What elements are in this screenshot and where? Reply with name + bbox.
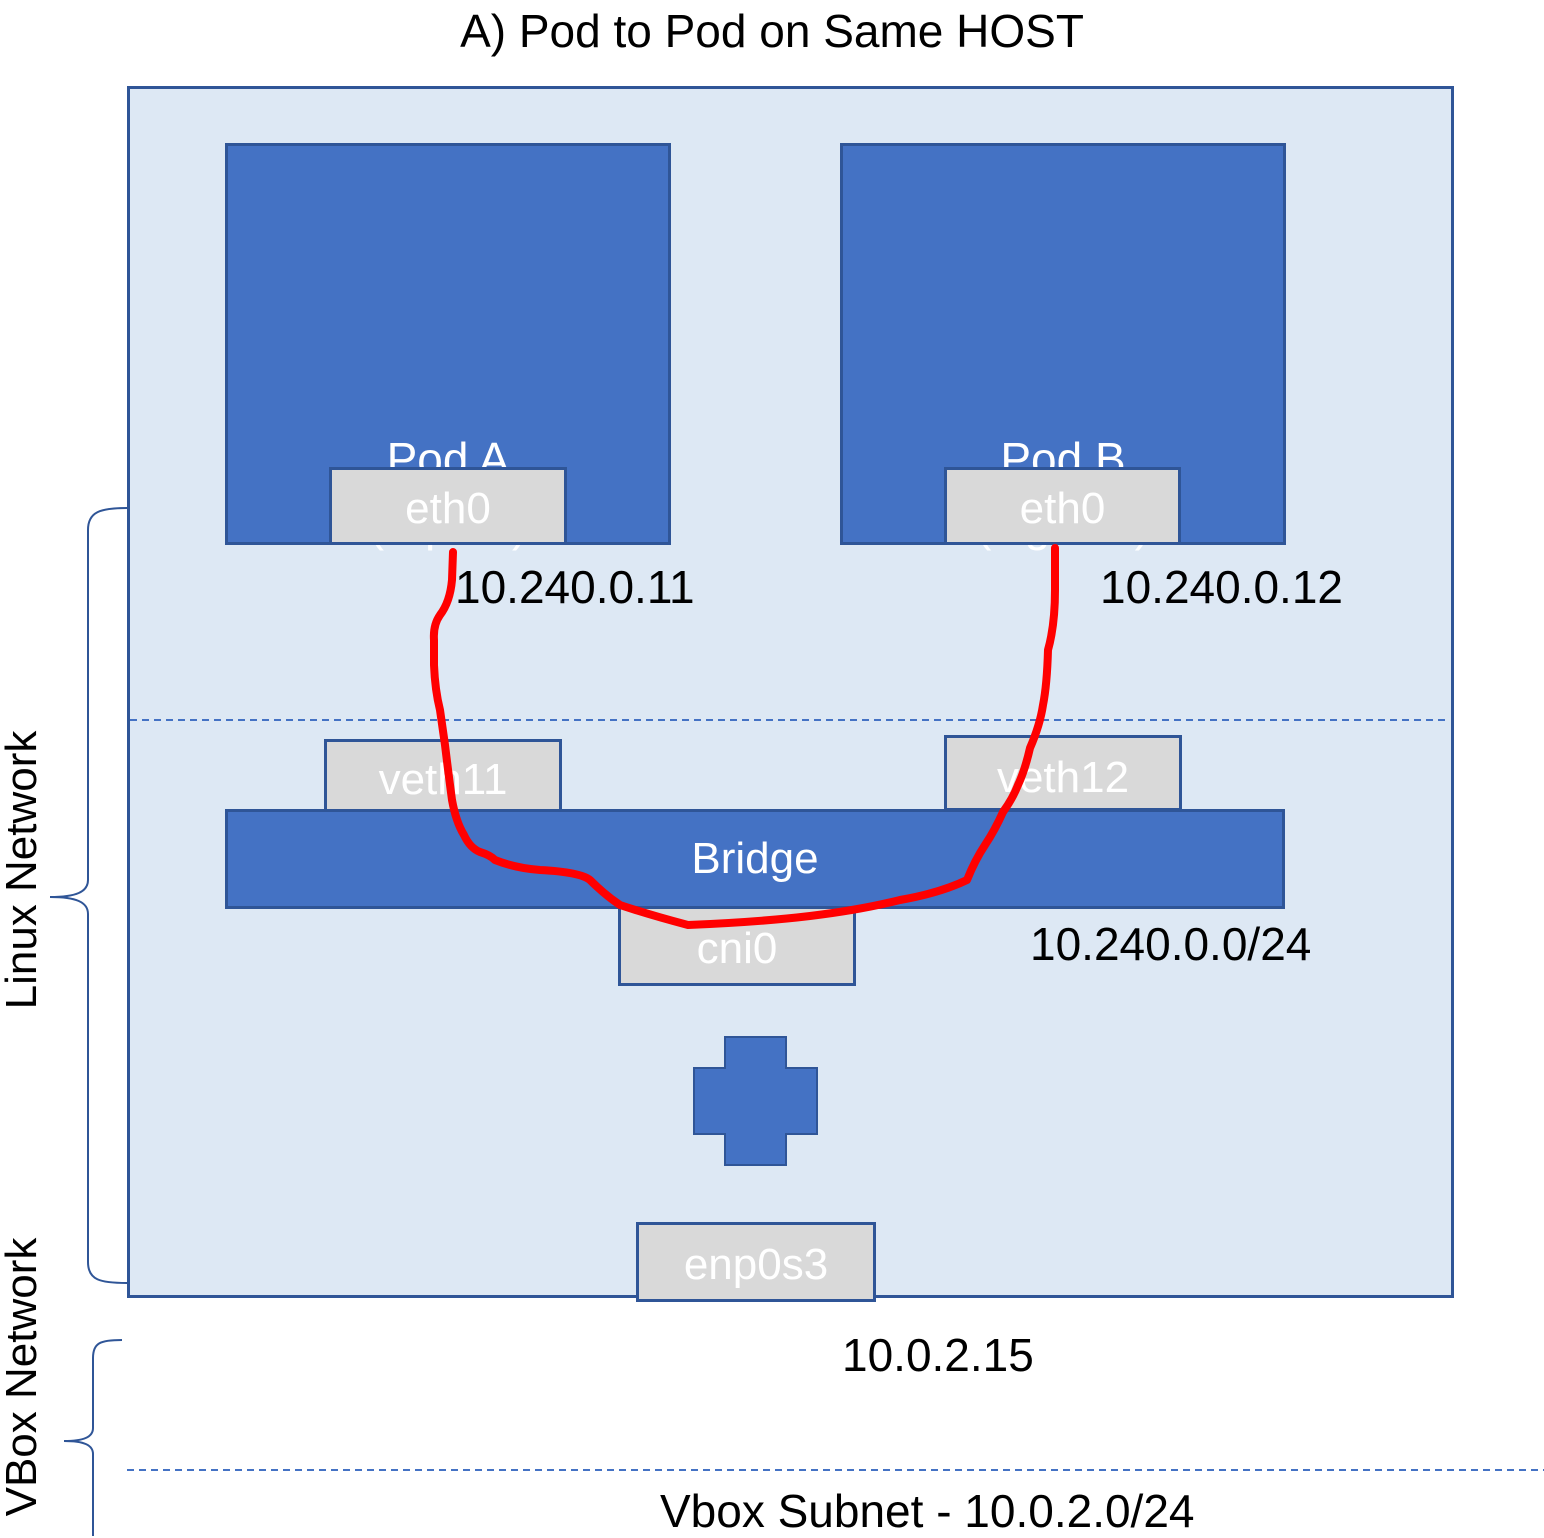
bridge-subnet: 10.240.0.0/24 (1030, 918, 1312, 970)
linux-network-brace (49, 507, 128, 1284)
vbox-network-brace (63, 1339, 123, 1536)
pod-a-ip: 10.240.0.11 (455, 561, 695, 613)
linux-network-label: Linux Network (0, 730, 46, 1010)
host-ip: 10.0.2.15 (842, 1329, 1034, 1381)
pod-b-eth0: eth0 (944, 467, 1181, 545)
pod-b-ip: 10.240.0.12 (1100, 561, 1344, 613)
pod-a-eth0: eth0 (329, 467, 567, 545)
diagram-title: A) Pod to Pod on Same HOST (460, 5, 1084, 57)
enp0s3-interface: enp0s3 (636, 1222, 876, 1302)
cni0-interface: cni0 (618, 906, 856, 986)
vbox-network-label: VBox Network (0, 1237, 46, 1517)
veth12: veth12 (944, 735, 1182, 811)
veth11: veth11 (324, 739, 562, 813)
bridge: Bridge (225, 809, 1285, 909)
vbox-subnet: Vbox Subnet - 10.0.2.0/24 (660, 1485, 1195, 1537)
